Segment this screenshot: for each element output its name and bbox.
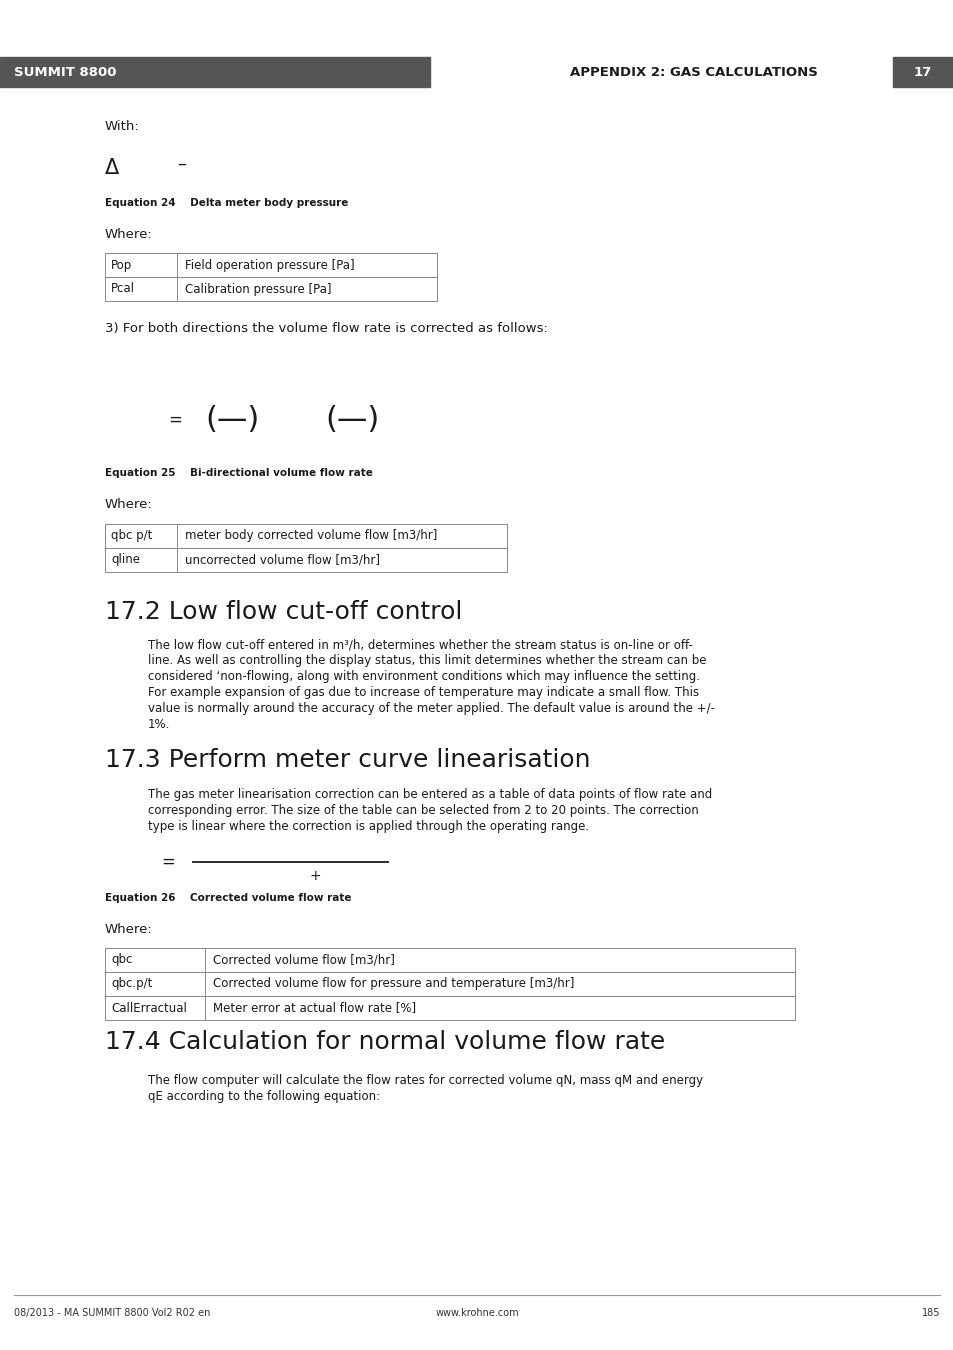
Text: SUMMIT 8800: SUMMIT 8800 (14, 66, 116, 78)
Bar (892, 57, 953, 86)
Text: uncorrected volume flow [m3/hr]: uncorrected volume flow [m3/hr] (185, 554, 379, 567)
Text: Where:: Where: (105, 923, 152, 936)
Bar (105, 277, 436, 301)
Text: 17.4 Calculation for normal volume flow rate: 17.4 Calculation for normal volume flow … (105, 1030, 664, 1054)
Text: Calibration pressure [Pa]: Calibration pressure [Pa] (185, 282, 331, 296)
Text: APPENDIX 2: GAS CALCULATIONS: APPENDIX 2: GAS CALCULATIONS (569, 66, 817, 78)
Text: Δ: Δ (105, 158, 119, 178)
Text: (—): (—) (206, 405, 260, 435)
Text: type is linear where the correction is applied through the operating range.: type is linear where the correction is a… (148, 819, 589, 833)
Text: Pcal: Pcal (111, 282, 135, 296)
Text: For example expansion of gas due to increase of temperature may indicate a small: For example expansion of gas due to incr… (148, 686, 699, 699)
Text: –: – (177, 155, 186, 173)
Text: Pop: Pop (111, 258, 132, 271)
Text: qE according to the following equation:: qE according to the following equation: (148, 1089, 379, 1103)
Bar (0, 57, 430, 86)
Text: value is normally around the accuracy of the meter applied. The default value is: value is normally around the accuracy of… (148, 702, 714, 716)
Bar (105, 972, 794, 996)
Text: line. As well as controlling the display status, this limit determines whether t: line. As well as controlling the display… (148, 653, 706, 667)
Text: The low flow cut-off entered in m³/h, determines whether the stream status is on: The low flow cut-off entered in m³/h, de… (148, 639, 692, 651)
Text: The flow computer will calculate the flow rates for corrected volume qN, mass qM: The flow computer will calculate the flo… (148, 1075, 702, 1087)
Bar (105, 548, 506, 572)
Text: =: = (168, 410, 182, 429)
Text: =: = (161, 853, 174, 871)
Text: 17: 17 (913, 66, 931, 78)
Text: 185: 185 (921, 1308, 939, 1318)
Text: +: + (310, 869, 321, 883)
Text: Meter error at actual flow rate [%]: Meter error at actual flow rate [%] (213, 1002, 416, 1014)
Text: qbc p/t: qbc p/t (111, 529, 152, 543)
Text: 3) For both directions the volume flow rate is corrected as follows:: 3) For both directions the volume flow r… (105, 323, 547, 335)
Text: qline: qline (111, 554, 140, 567)
Text: With:: With: (105, 120, 139, 134)
Text: considered ‘non-flowing, along with environment conditions which may influence t: considered ‘non-flowing, along with envi… (148, 670, 700, 683)
Text: The gas meter linearisation correction can be entered as a table of data points : The gas meter linearisation correction c… (148, 788, 712, 801)
Text: (—): (—) (326, 405, 379, 435)
Text: 17.2 Low flow cut-off control: 17.2 Low flow cut-off control (105, 599, 462, 624)
Text: 1%.: 1%. (148, 718, 171, 730)
Bar (105, 996, 794, 1021)
Text: Corrected volume flow [m3/hr]: Corrected volume flow [m3/hr] (213, 953, 395, 967)
Bar (105, 252, 436, 277)
Text: CallErractual: CallErractual (111, 1002, 187, 1014)
Text: Equation 25    Bi-directional volume flow rate: Equation 25 Bi-directional volume flow r… (105, 468, 373, 478)
Text: corresponding error. The size of the table can be selected from 2 to 20 points. : corresponding error. The size of the tab… (148, 805, 698, 817)
Text: 08/2013 - MA SUMMIT 8800 Vol2 R02 en: 08/2013 - MA SUMMIT 8800 Vol2 R02 en (14, 1308, 211, 1318)
Text: Equation 24    Delta meter body pressure: Equation 24 Delta meter body pressure (105, 198, 348, 208)
Text: 17.3 Perform meter curve linearisation: 17.3 Perform meter curve linearisation (105, 748, 590, 772)
Bar (105, 948, 794, 972)
Text: Field operation pressure [Pa]: Field operation pressure [Pa] (185, 258, 355, 271)
Text: qbc: qbc (111, 953, 132, 967)
Text: Where:: Where: (105, 498, 152, 512)
Text: www.krohne.com: www.krohne.com (435, 1308, 518, 1318)
Text: Corrected volume flow for pressure and temperature [m3/hr]: Corrected volume flow for pressure and t… (213, 977, 574, 991)
Text: qbc.p/t: qbc.p/t (111, 977, 152, 991)
Bar (105, 524, 506, 548)
Text: Equation 26    Corrected volume flow rate: Equation 26 Corrected volume flow rate (105, 892, 351, 903)
Text: meter body corrected volume flow [m3/hr]: meter body corrected volume flow [m3/hr] (185, 529, 436, 543)
Text: Where:: Where: (105, 228, 152, 242)
